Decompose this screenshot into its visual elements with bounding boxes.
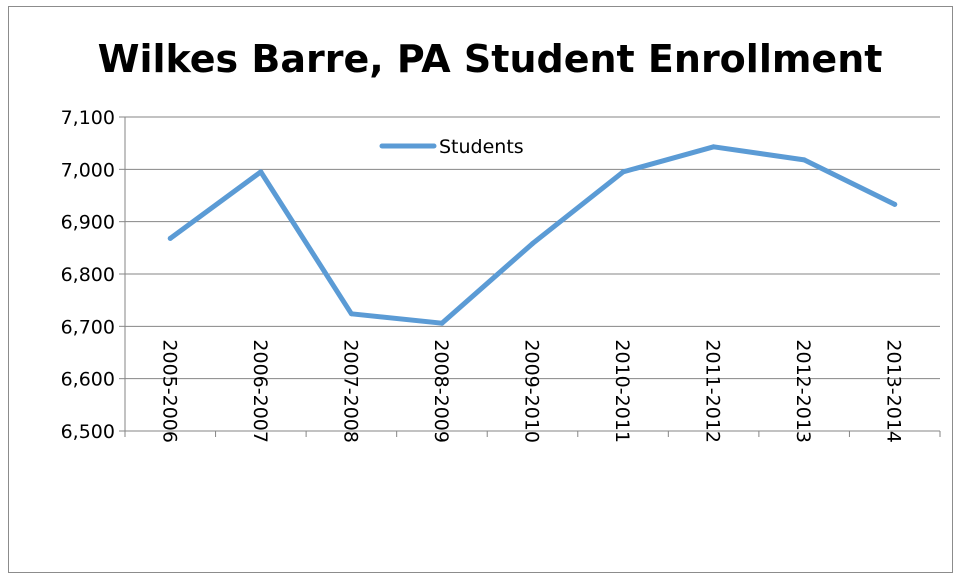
data-point [620, 169, 626, 175]
y-tick-label: 6,700 [61, 316, 115, 338]
x-tick-label: 2007-2008 [339, 339, 361, 443]
grid [125, 116, 940, 380]
x-tick-label: 2009-2010 [521, 339, 543, 443]
data-point [801, 157, 807, 163]
data-point [892, 201, 898, 207]
y-tick-label: 7,100 [61, 107, 115, 129]
x-tick-label: 2006-2007 [249, 339, 271, 443]
series-line-0 [167, 144, 898, 326]
x-tick-label: 2011-2012 [702, 339, 724, 443]
data-point [258, 169, 264, 175]
y-axis-ticks: 6,500 6,600 6,700 6,800 6,900 7,000 7,100 [61, 107, 125, 443]
y-tick-label: 6,600 [61, 369, 115, 391]
y-tick-label: 6,800 [61, 264, 115, 286]
x-tick-label: 2010-2011 [611, 339, 633, 443]
chart-title: Wilkes Barre, PA Student Enrollment [98, 37, 883, 81]
data-point [530, 241, 535, 247]
x-tick-label: 2013-2014 [883, 339, 905, 443]
x-tick-label: 2008-2009 [430, 339, 452, 443]
x-axis-ticks: 2005-2006 2006-2007 2007-2008 2008-2009 2009… [124, 339, 941, 443]
legend-label-students: Students [439, 136, 524, 158]
x-tick-label: 2005-2006 [158, 339, 180, 443]
y-tick-label: 7,000 [61, 159, 115, 181]
series-group [167, 144, 898, 326]
data-point [167, 235, 173, 241]
legend: Students [379, 136, 524, 158]
y-tick-label: 6,500 [61, 421, 115, 443]
data-point [348, 311, 354, 317]
y-tick-label: 6,900 [61, 212, 115, 234]
data-point [711, 144, 717, 150]
x-tick-label: 2012-2013 [792, 339, 814, 443]
data-point [439, 320, 445, 326]
